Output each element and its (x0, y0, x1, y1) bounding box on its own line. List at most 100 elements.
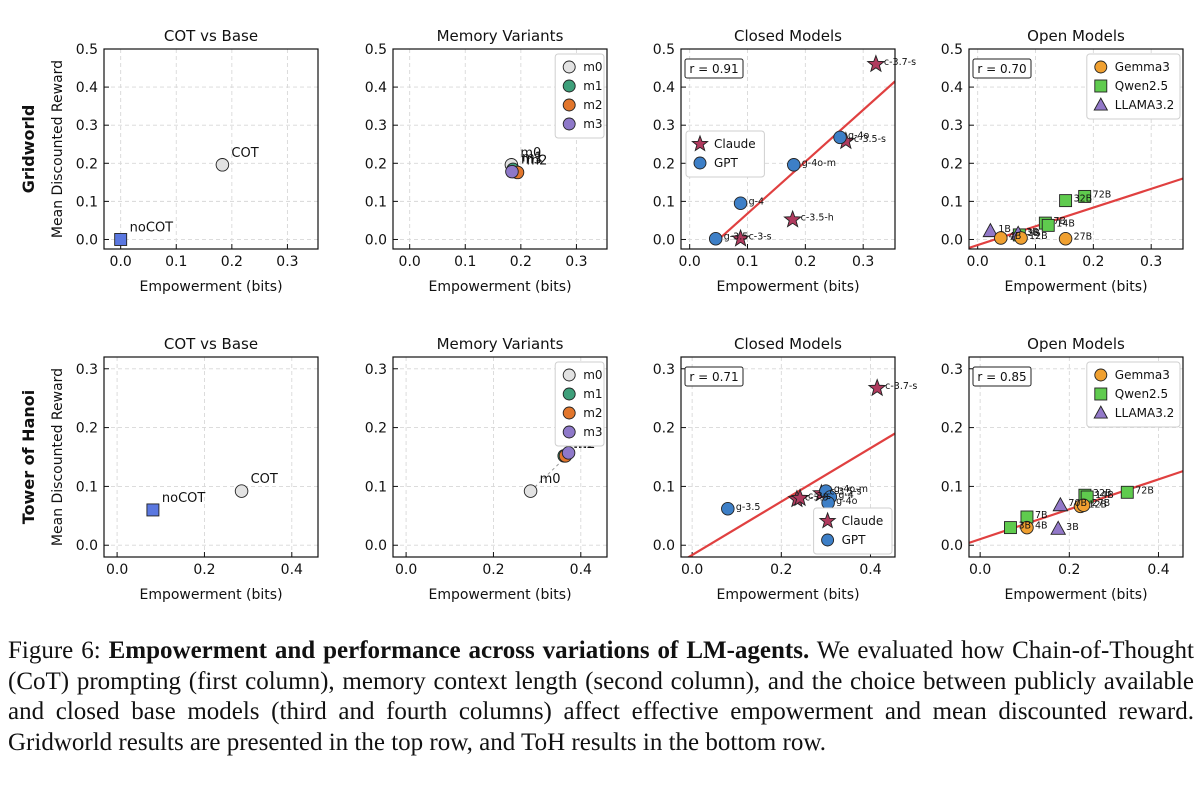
point-27B (1076, 498, 1091, 512)
legend-label: GPT (842, 533, 867, 547)
x-tick-label: 0.1 (736, 254, 758, 270)
y-tick-label: 0.0 (365, 538, 387, 554)
panel-title: Closed Models (734, 335, 842, 353)
x-axis-label: Empowerment (bits) (1004, 279, 1147, 295)
point-label: 72B (1135, 485, 1154, 496)
y-tick-label: 0.3 (941, 362, 963, 378)
point-g-4o (833, 130, 847, 145)
axes-frame (680, 48, 896, 250)
panel-gw-open: Open Models 0.0 0.1 0.2 0.3 0.0 0.1 0.2 0.3 0.4 0.… (941, 27, 1184, 295)
panel-title: Memory Variants (437, 27, 564, 45)
legend-label: m1 (583, 387, 602, 401)
y-tick-label: 0.1 (365, 194, 387, 210)
point-m3 (561, 446, 576, 460)
point-label: 1B (998, 224, 1011, 235)
y-tick-label: 0.5 (76, 42, 98, 58)
legend-marker-m1 (562, 79, 576, 93)
legend-marker-GPT (821, 533, 835, 547)
point-label: m3 (521, 153, 542, 168)
x-tick-label: 0.0 (681, 562, 703, 578)
x-tick-label: 0.2 (794, 254, 816, 270)
point-label: 4B (1009, 231, 1022, 242)
legend-box (1086, 361, 1181, 428)
plot-area (146, 484, 249, 517)
correlation-box (972, 58, 1032, 79)
y-tick-label: 0.4 (653, 80, 675, 96)
point-label: 27B (1074, 232, 1093, 243)
panel-gw-closed: Closed Models 0.0 0.1 0.2 0.3 0.0 0.1 0.2 0.3 0.4… (653, 27, 916, 295)
plot-area (504, 158, 525, 180)
x-axis-label: Empowerment (bits) (139, 587, 282, 603)
point-label: g-4 (838, 490, 854, 501)
y-tick-label: 0.3 (653, 362, 675, 378)
legend-label: Qwen2.5 (1115, 79, 1168, 93)
point-c-3-s (790, 488, 810, 507)
x-tick-label: 0.4 (1147, 562, 1169, 578)
x-tick-label: 0.2 (770, 562, 792, 578)
x-tick-label: 0.0 (969, 562, 991, 578)
legend-marker-m3 (562, 425, 576, 439)
point-label: 7B (1035, 510, 1048, 521)
legend-marker-m0 (562, 368, 576, 382)
axes-frame (680, 356, 896, 558)
legend-marker-Claude (691, 134, 709, 152)
panel-title: Memory Variants (437, 335, 564, 353)
point-COT (215, 158, 230, 172)
point-g-4 (733, 196, 748, 211)
point-label: 3B (1027, 228, 1040, 239)
point-14B (1041, 218, 1055, 232)
legend-marker-Qwen2.5 (1094, 387, 1108, 401)
y-tick-label: 0.1 (76, 194, 98, 210)
y-tick-label: 0.2 (941, 421, 963, 437)
axes-frame (968, 48, 1184, 250)
point-label: 14B (1056, 218, 1075, 229)
point-noCOT (114, 233, 128, 246)
y-tick-label: 0.1 (653, 194, 675, 210)
legend-marker-GPT (693, 156, 707, 170)
point-32B (1059, 194, 1073, 208)
point-label: noCOT (130, 220, 174, 235)
legend-label: m0 (583, 368, 602, 382)
legend-box (554, 361, 605, 447)
point-label: m2 (527, 153, 548, 168)
legend-label: LLAMA3.2 (1115, 406, 1175, 420)
point-label: COT (231, 146, 258, 161)
legend-marker-m2 (562, 406, 576, 420)
point-g-4o-m (787, 158, 801, 172)
plot-area (114, 158, 230, 246)
y-tick-label: 0.1 (941, 194, 963, 210)
figure-panels: COT vs Base 0.0 0.1 0.2 0.3 0.0 0.1 0.2 0.3 0.4 0.… (19, 27, 1184, 603)
legend-label: GPT (714, 156, 739, 170)
point-1B (982, 222, 999, 238)
panel-toh-cot: COT vs Base 0.0 0.2 0.4 0.0 0.1 0.2 0.3 Empowerm… (19, 335, 319, 603)
point-c-3.7-s (866, 54, 886, 73)
y-tick-label: 0.5 (653, 42, 675, 58)
point-label: 7B (1053, 216, 1066, 227)
y-tick-label: 0.2 (365, 421, 387, 437)
y-tick-label: 0.0 (76, 232, 98, 248)
panel-title: Closed Models (734, 27, 842, 45)
point-label: g-4o (848, 130, 870, 141)
y-tick-label: 0.2 (76, 421, 98, 437)
point-label: c-3.5-s (829, 486, 861, 497)
panel-title: COT vs Base (164, 27, 258, 45)
point-c-3.7-s (867, 378, 887, 397)
panel-title: Open Models (1027, 335, 1125, 353)
y-tick-label: 0.2 (653, 421, 675, 437)
x-axis-label: Empowerment (bits) (1004, 587, 1147, 603)
x-axis-label: Empowerment (bits) (716, 587, 859, 603)
point-72B (1120, 485, 1134, 499)
correlation-value: r = 0.70 (977, 62, 1026, 76)
legend-marker-m3 (562, 117, 576, 131)
point-label: 3B (1066, 522, 1079, 533)
y-tick-label: 0.4 (365, 80, 387, 96)
point-label: g-4o-m (802, 158, 836, 169)
legend-label: Claude (714, 137, 756, 151)
x-tick-label: 0.2 (1082, 254, 1104, 270)
x-tick-label: 0.4 (570, 562, 592, 578)
panel-gw-mem: Memory Variants 0.0 0.1 0.2 0.3 0.0 0.1 0.2 0.3 0… (365, 27, 608, 295)
x-tick-label: 0.1 (1024, 254, 1046, 270)
x-axis-label: Empowerment (bits) (716, 279, 859, 295)
point-label: g-4 (749, 196, 765, 207)
point-noCOT (146, 503, 160, 517)
